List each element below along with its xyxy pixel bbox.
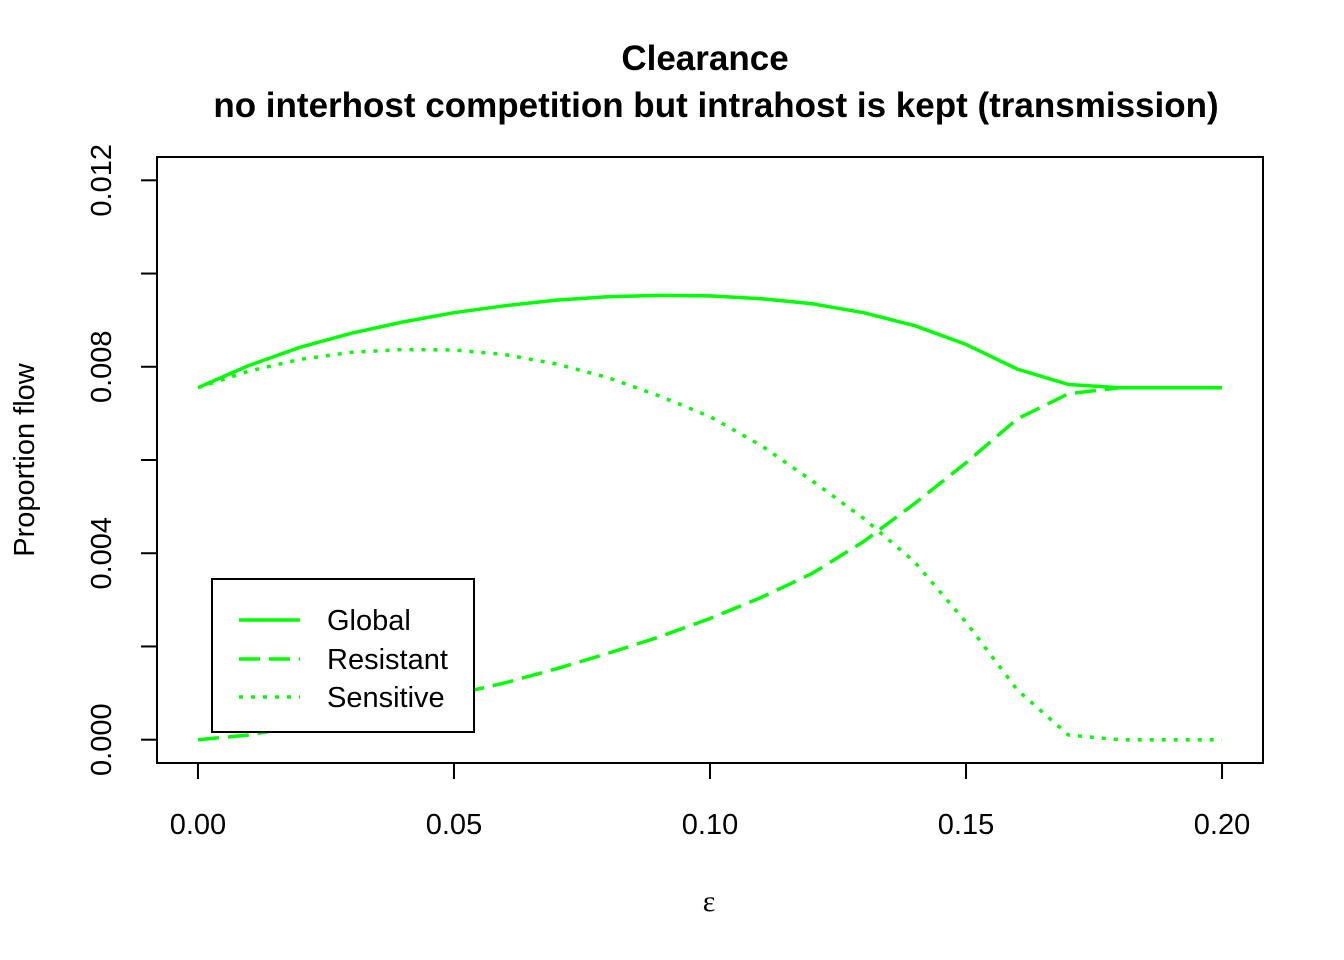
legend-label-global: Global	[327, 605, 411, 637]
series-line-resistant	[197, 385, 1222, 742]
y-axis: 0.000 0.004 0.008 0.012	[86, 144, 158, 776]
x-tick-label: 0.20	[1194, 809, 1250, 841]
y-axis-label: Proportion flow	[9, 362, 41, 556]
y-tick-label: 0.004	[86, 517, 118, 590]
x-tick-label: 0.15	[938, 809, 994, 841]
x-tick-label: 0.05	[426, 809, 482, 841]
series-line-sensitive	[197, 347, 1222, 742]
chart-title: Clearance	[621, 39, 788, 78]
y-tick-label: 0.000	[86, 703, 118, 776]
y-tick-label: 0.012	[86, 144, 118, 217]
legend-label-sensitive: Sensitive	[327, 682, 445, 714]
x-tick-label: 0.10	[682, 809, 738, 841]
series-layer	[197, 293, 1222, 742]
x-tick-label: 0.00	[170, 809, 226, 841]
legend: Global Resistant Sensitive	[211, 578, 475, 733]
chart-subtitle: no interhost competition but intrahost i…	[213, 86, 1218, 125]
series-line-global	[197, 293, 1222, 390]
legend-box	[211, 578, 475, 733]
x-axis: 0.00 0.05 0.10 0.15 0.20	[170, 762, 1250, 841]
legend-label-resistant: Resistant	[327, 644, 448, 676]
x-axis-label: ε	[703, 885, 716, 918]
y-tick-label: 0.008	[86, 330, 118, 403]
